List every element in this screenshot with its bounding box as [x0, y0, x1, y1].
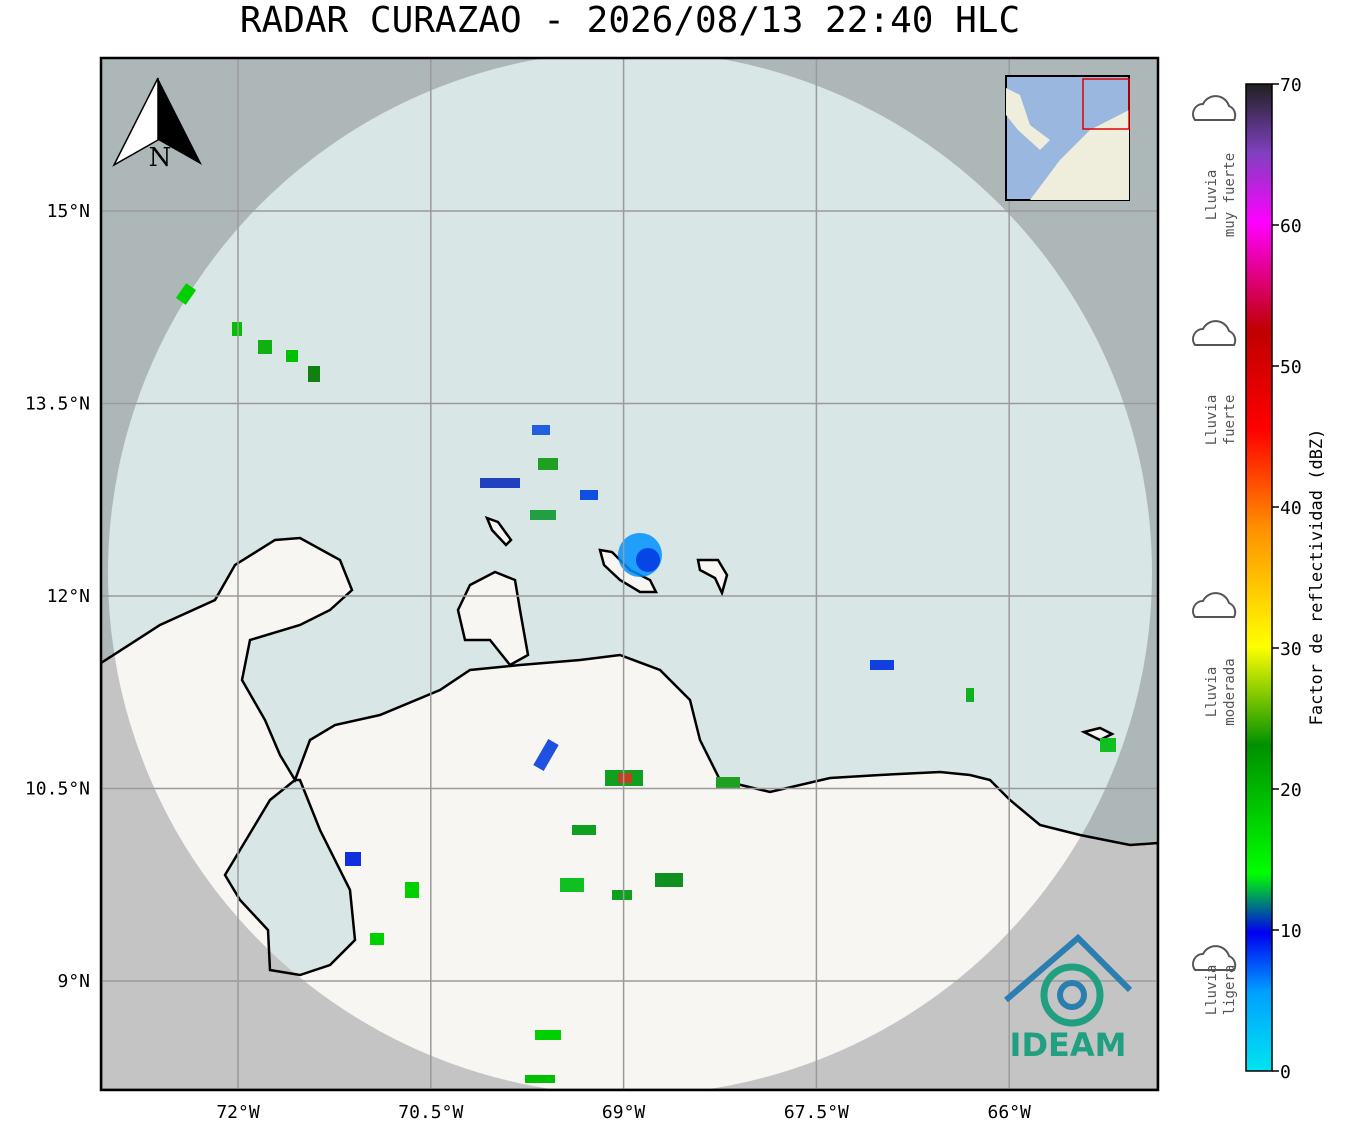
- lon-label: 69°W: [602, 1102, 646, 1123]
- colorbar-tick-label: 50: [1280, 357, 1302, 378]
- lon-label: 70.5°W: [398, 1102, 463, 1123]
- colorbar-label: Factor de reflectividad (dBZ): [1307, 429, 1327, 726]
- colorbar-tick-label: 30: [1280, 639, 1302, 660]
- legend-text: fuerte: [1222, 395, 1238, 446]
- lon-label: 67.5°W: [784, 1102, 849, 1123]
- lat-label: 15°N: [47, 201, 90, 222]
- lat-label: 12°N: [47, 586, 90, 607]
- weather-icon: [1192, 320, 1237, 346]
- lat-label: 13.5°N: [25, 394, 90, 415]
- legend-item: Lluvia fuerte: [1192, 320, 1238, 446]
- legend-item: Lluvia ligera: [1192, 945, 1238, 1016]
- colorbar-tick-label: 0: [1280, 1062, 1291, 1083]
- weather-icon: [1192, 95, 1237, 121]
- weather-icon: [1192, 945, 1237, 971]
- colorbar-tick-label: 60: [1280, 216, 1302, 237]
- legend-text: Lluvia: [1204, 667, 1220, 718]
- legend-text: Lluvia: [1204, 170, 1220, 221]
- colorbar-tick-label: 40: [1280, 498, 1302, 519]
- legend-item: Lluvia moderada: [1192, 592, 1238, 726]
- colorbar-tick-label: 20: [1280, 780, 1302, 801]
- title: RADAR CURAZAO - 2026/08/13 22:40 HLC: [240, 0, 1020, 41]
- logo-text: IDEAM: [1010, 1026, 1127, 1064]
- legend-text: Lluvia: [1204, 965, 1220, 1016]
- inset-map: [1005, 75, 1130, 201]
- map: N IDEAM: [101, 58, 1158, 1090]
- colorbar-tick-label: 70: [1280, 75, 1302, 96]
- lat-label: 9°N: [57, 971, 90, 992]
- lat-label: 10.5°N: [25, 779, 90, 800]
- colorbar-tick-label: 10: [1280, 921, 1302, 942]
- north-arrow: N: [112, 77, 202, 173]
- legend-text: Lluvia: [1204, 395, 1220, 446]
- lon-label: 72°W: [216, 1102, 260, 1123]
- legend-text: ligera: [1222, 965, 1238, 1016]
- legend-text: moderada: [1222, 658, 1238, 725]
- map-frame: [99, 56, 1160, 1092]
- lon-label: 66°W: [988, 1102, 1032, 1123]
- radar-echoes: [175, 283, 1116, 1083]
- weather-icon: [1192, 592, 1237, 618]
- legend-item: Lluvia muy fuerte: [1192, 95, 1238, 237]
- ideam-logo: IDEAM: [1004, 933, 1133, 1064]
- colorbar: [1245, 83, 1273, 1072]
- legend-text: muy fuerte: [1222, 153, 1238, 237]
- north-label: N: [149, 143, 172, 173]
